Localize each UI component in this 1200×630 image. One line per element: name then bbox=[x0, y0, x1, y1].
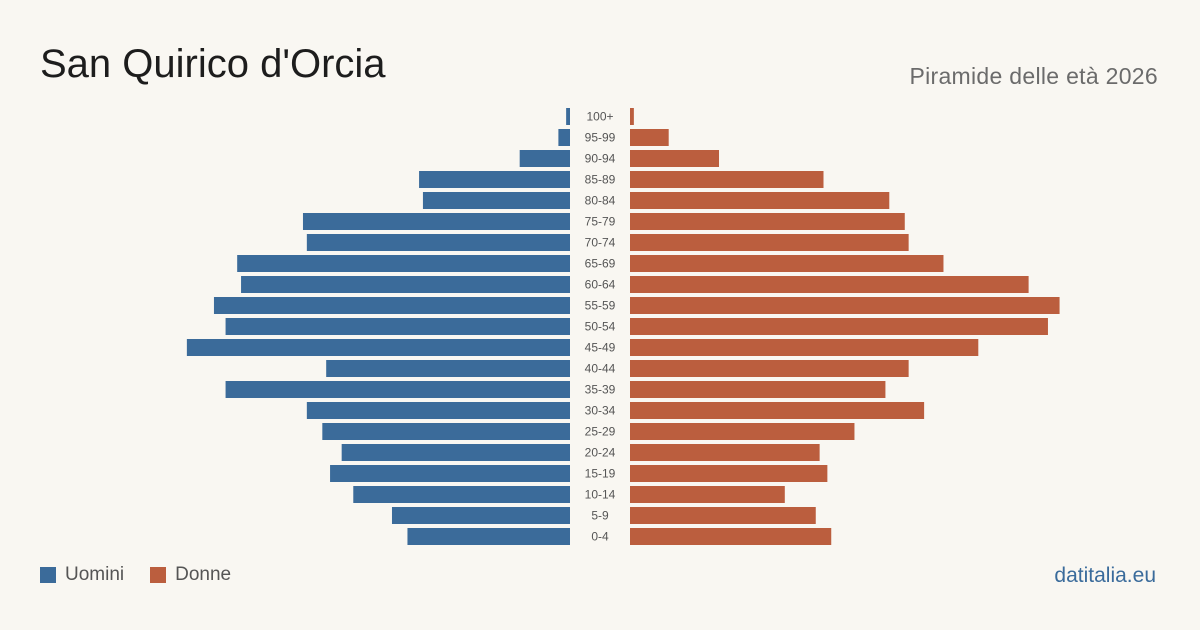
bar-men-5-9 bbox=[391, 507, 570, 524]
age-label-35-39: 35-39 bbox=[585, 383, 616, 397]
bar-women-65-69 bbox=[630, 255, 944, 272]
bar-women-25-29 bbox=[630, 423, 855, 440]
bar-women-0-4 bbox=[630, 528, 832, 545]
age-label-65-69: 65-69 bbox=[585, 257, 616, 271]
bar-women-95-99 bbox=[630, 129, 669, 146]
bar-women-75-79 bbox=[630, 213, 905, 230]
legend-label-women: Donne bbox=[175, 564, 232, 585]
bar-men-45-49 bbox=[186, 339, 570, 356]
age-label-45-49: 45-49 bbox=[585, 341, 616, 355]
legend-swatch-men bbox=[40, 567, 56, 583]
bar-men-10-14 bbox=[353, 486, 570, 503]
bar-women-45-49 bbox=[630, 339, 979, 356]
bar-men-30-34 bbox=[306, 402, 570, 419]
bar-men-80-84 bbox=[422, 192, 570, 209]
age-label-75-79: 75-79 bbox=[585, 215, 616, 229]
age-label-5-9: 5-9 bbox=[591, 509, 609, 523]
bar-women-85-89 bbox=[630, 171, 824, 188]
bar-men-20-24 bbox=[341, 444, 570, 461]
age-label-80-84: 80-84 bbox=[585, 194, 616, 208]
bar-men-70-74 bbox=[306, 234, 570, 251]
chart-title: San Quirico d'Orcia bbox=[40, 42, 386, 86]
age-label-95-99: 95-99 bbox=[585, 131, 616, 145]
age-label-100+: 100+ bbox=[586, 110, 613, 124]
age-label-25-29: 25-29 bbox=[585, 425, 616, 439]
age-label-15-19: 15-19 bbox=[585, 467, 616, 481]
bar-men-25-29 bbox=[322, 423, 570, 440]
bar-men-85-89 bbox=[419, 171, 570, 188]
bar-men-75-79 bbox=[302, 213, 570, 230]
bar-women-60-64 bbox=[630, 276, 1029, 293]
age-label-10-14: 10-14 bbox=[585, 488, 616, 502]
source-link[interactable]: datitalia.eu bbox=[1054, 564, 1156, 587]
bar-women-80-84 bbox=[630, 192, 890, 209]
bar-men-50-54 bbox=[225, 318, 570, 335]
bar-women-35-39 bbox=[630, 381, 886, 398]
legend-swatch-women bbox=[150, 567, 167, 583]
age-label-70-74: 70-74 bbox=[585, 236, 616, 250]
bar-women-5-9 bbox=[630, 507, 816, 524]
bar-men-90-94 bbox=[519, 150, 570, 167]
bar-women-90-94 bbox=[630, 150, 720, 167]
bar-men-15-19 bbox=[330, 465, 570, 482]
age-label-55-59: 55-59 bbox=[585, 299, 616, 313]
age-label-40-44: 40-44 bbox=[585, 362, 616, 376]
bar-men-95-99 bbox=[558, 129, 570, 146]
bar-women-15-19 bbox=[630, 465, 828, 482]
age-label-60-64: 60-64 bbox=[585, 278, 616, 292]
bar-men-60-64 bbox=[241, 276, 571, 293]
bar-women-50-54 bbox=[630, 318, 1048, 335]
bar-women-55-59 bbox=[630, 297, 1060, 314]
legend: Uomini Donne bbox=[40, 564, 231, 586]
age-label-50-54: 50-54 bbox=[585, 320, 616, 334]
chart-subtitle: Piramide delle età 2026 bbox=[909, 63, 1158, 89]
bar-men-100+ bbox=[566, 108, 570, 125]
bar-men-40-44 bbox=[326, 360, 570, 377]
bar-women-30-34 bbox=[630, 402, 925, 419]
bar-women-10-14 bbox=[630, 486, 785, 503]
bar-men-0-4 bbox=[407, 528, 570, 545]
bar-women-20-24 bbox=[630, 444, 820, 461]
legend-item-women: Donne bbox=[150, 564, 231, 586]
bar-men-65-69 bbox=[237, 255, 570, 272]
age-label-20-24: 20-24 bbox=[585, 446, 616, 460]
age-label-0-4: 0-4 bbox=[591, 530, 609, 544]
legend-item-men: Uomini bbox=[40, 564, 124, 586]
bar-men-55-59 bbox=[213, 297, 570, 314]
bar-women-100+ bbox=[630, 108, 634, 125]
bar-women-70-74 bbox=[630, 234, 909, 251]
age-label-30-34: 30-34 bbox=[585, 404, 616, 418]
bar-women-40-44 bbox=[630, 360, 909, 377]
bar-men-35-39 bbox=[225, 381, 570, 398]
age-label-90-94: 90-94 bbox=[585, 152, 616, 166]
legend-label-men: Uomini bbox=[65, 564, 125, 585]
age-label-85-89: 85-89 bbox=[585, 173, 616, 187]
